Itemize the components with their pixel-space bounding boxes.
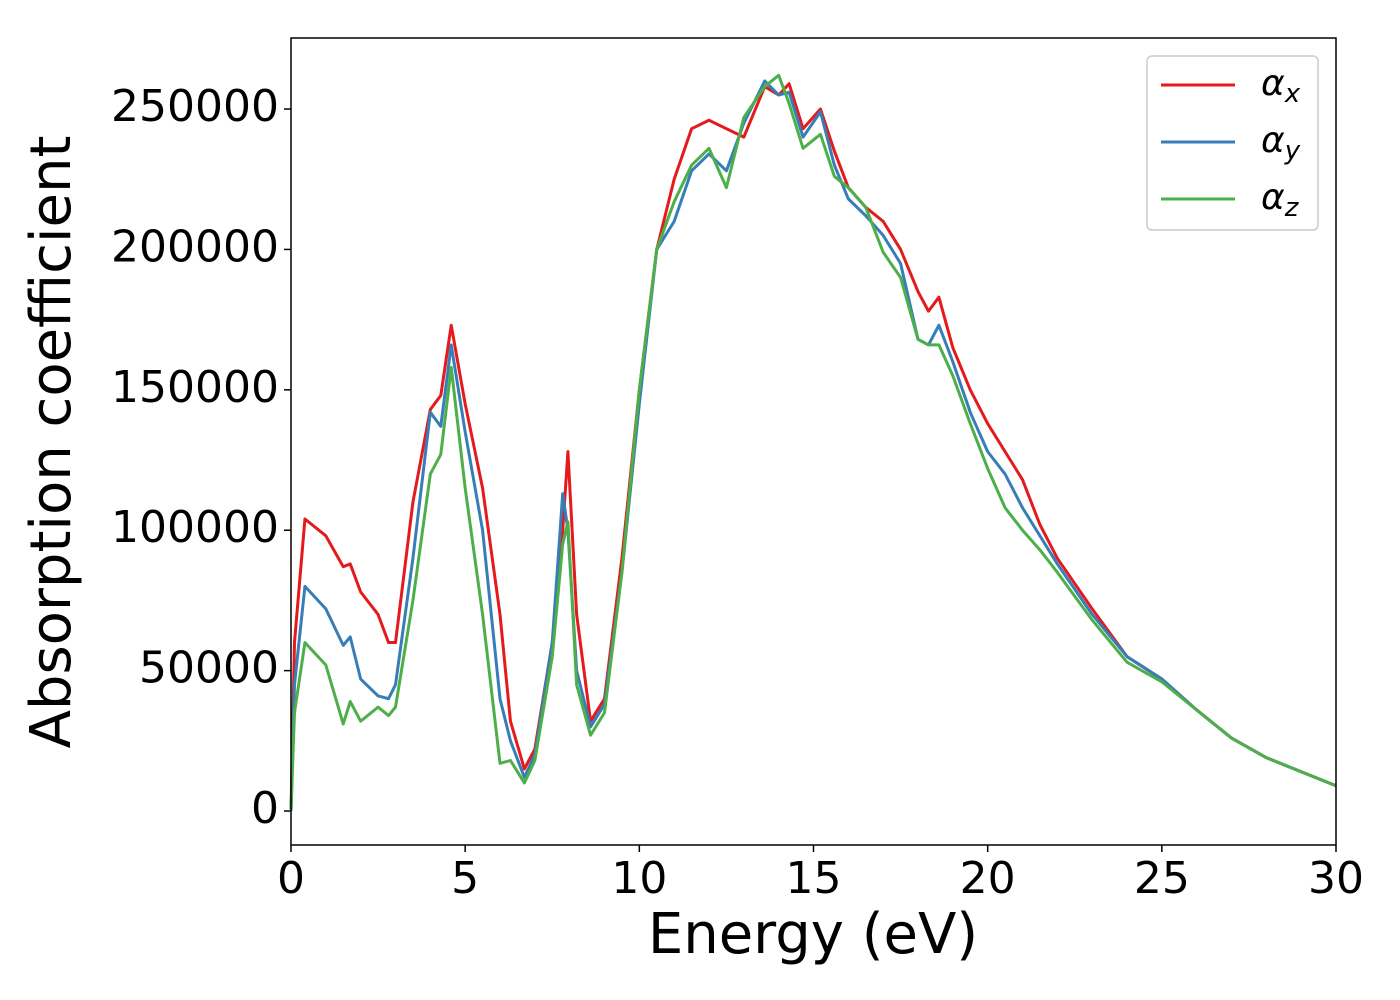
legend-label: αy bbox=[1261, 120, 1301, 166]
y-axis-label: Absorption coefficient bbox=[19, 136, 84, 749]
legend-label: αz bbox=[1261, 177, 1300, 223]
plot-frame bbox=[290, 37, 1337, 846]
y-tick-label: 200000 bbox=[111, 221, 279, 272]
data-line bbox=[289, 82, 1337, 812]
data-line bbox=[289, 73, 1337, 812]
x-tick-label: 0 bbox=[277, 853, 305, 904]
legend-label: αx bbox=[1261, 63, 1301, 109]
x-tick-label: 25 bbox=[1134, 853, 1190, 904]
x-tick-label: 20 bbox=[960, 853, 1016, 904]
y-tick-label: 250000 bbox=[111, 81, 279, 132]
y-tick-label: 100000 bbox=[111, 502, 279, 553]
x-tick-label: 30 bbox=[1308, 853, 1364, 904]
y-tick-label: 50000 bbox=[139, 643, 279, 694]
x-axis-label: Energy (eV) bbox=[648, 902, 978, 967]
x-tick-label: 10 bbox=[611, 853, 667, 904]
y-tick-label: 0 bbox=[251, 783, 279, 834]
x-tick-label: 15 bbox=[786, 853, 842, 904]
y-tick-label: 150000 bbox=[111, 362, 279, 413]
x-tick-label: 5 bbox=[451, 853, 479, 904]
data-line bbox=[289, 79, 1337, 812]
